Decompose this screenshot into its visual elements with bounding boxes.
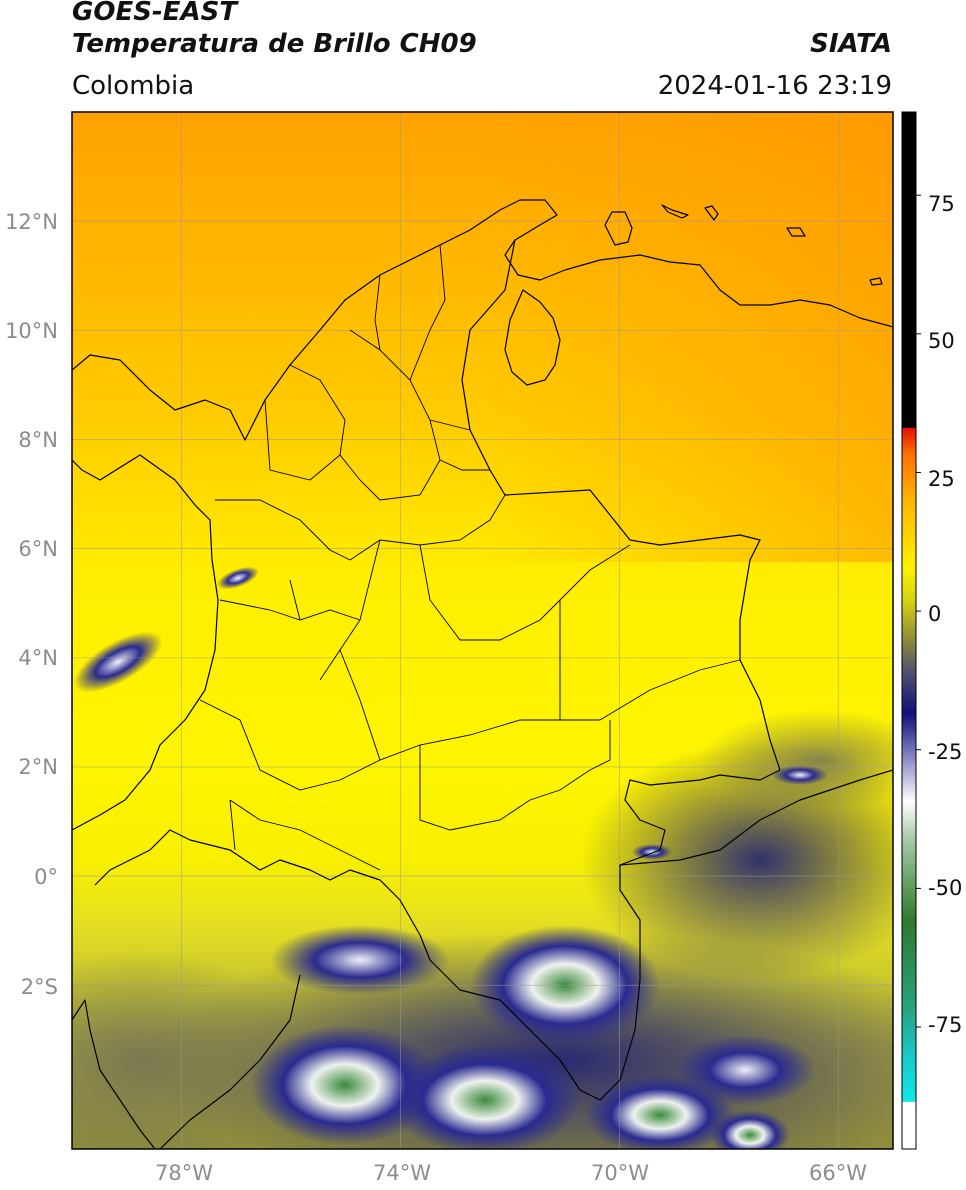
colorbar-frame: [901, 111, 917, 1150]
colorbar-tick-label: -75: [928, 1013, 962, 1037]
source-label: SIATA: [810, 29, 892, 59]
region-label: Colombia: [72, 71, 195, 101]
brightness-temperature-field: [72, 112, 893, 1149]
colorbar-gradient: [902, 112, 916, 1149]
aruba: [661, 204, 689, 219]
lon-tick-label: 74°W: [373, 1161, 431, 1185]
colorbar: 75 50 25 0 -25 -50 -75: [901, 111, 962, 1150]
colorbar-tick-label: 25: [928, 467, 955, 491]
lat-tick-label: 10°N: [5, 319, 58, 343]
paraguana: [604, 211, 633, 246]
lat-tick-label: 8°N: [18, 428, 58, 452]
colorbar-tick-label: 0: [928, 602, 941, 626]
lake-maracaibo: [504, 289, 561, 386]
ecuador-peru-border: [159, 974, 301, 1149]
colombia-brazil-border: [579, 769, 781, 1101]
title-satellite: GOES-EAST: [72, 0, 238, 27]
pacific-coastline: [72, 454, 219, 831]
title-product: Temperatura de Brillo CH09: [72, 29, 477, 59]
colorbar-tick-label: 50: [928, 329, 955, 353]
colombia-peru-border: [94, 829, 581, 1091]
lat-tick-label: 0°: [34, 865, 58, 889]
lat-tick-label: 4°N: [18, 646, 58, 670]
gridlines: [72, 112, 893, 1149]
datetime-label: 2024-01-16 23:19: [657, 71, 892, 101]
colorbar-tick-label: 75: [928, 192, 955, 216]
lat-tick-label: 12°N: [5, 210, 58, 234]
department-boundaries: [199, 244, 741, 871]
caribbean-coastline: [72, 199, 893, 441]
lat-tick-label: 2°S: [21, 975, 58, 999]
ecuador-coastline: [72, 999, 156, 1149]
lon-tick-label: 70°W: [591, 1161, 649, 1185]
brazil-venezuela-border: [619, 769, 893, 866]
bonaire: [786, 227, 806, 237]
map-frame: [71, 111, 894, 1150]
lon-tick-label: 66°W: [809, 1161, 867, 1185]
colorbar-tick-label: -25: [928, 740, 962, 764]
lat-tick-label: 2°N: [18, 755, 58, 779]
curacao: [704, 205, 719, 221]
longitude-tick-labels: 78°W 74°W 70°W 66°W: [155, 1161, 867, 1185]
colorbar-tick-label: -50: [928, 876, 962, 900]
lat-tick-label: 6°N: [18, 537, 58, 561]
latitude-tick-labels: 12°N 10°N 8°N 6°N 4°N 2°N 0° 2°S: [5, 210, 58, 999]
lon-tick-label: 78°W: [155, 1161, 213, 1185]
margarita: [869, 277, 883, 286]
